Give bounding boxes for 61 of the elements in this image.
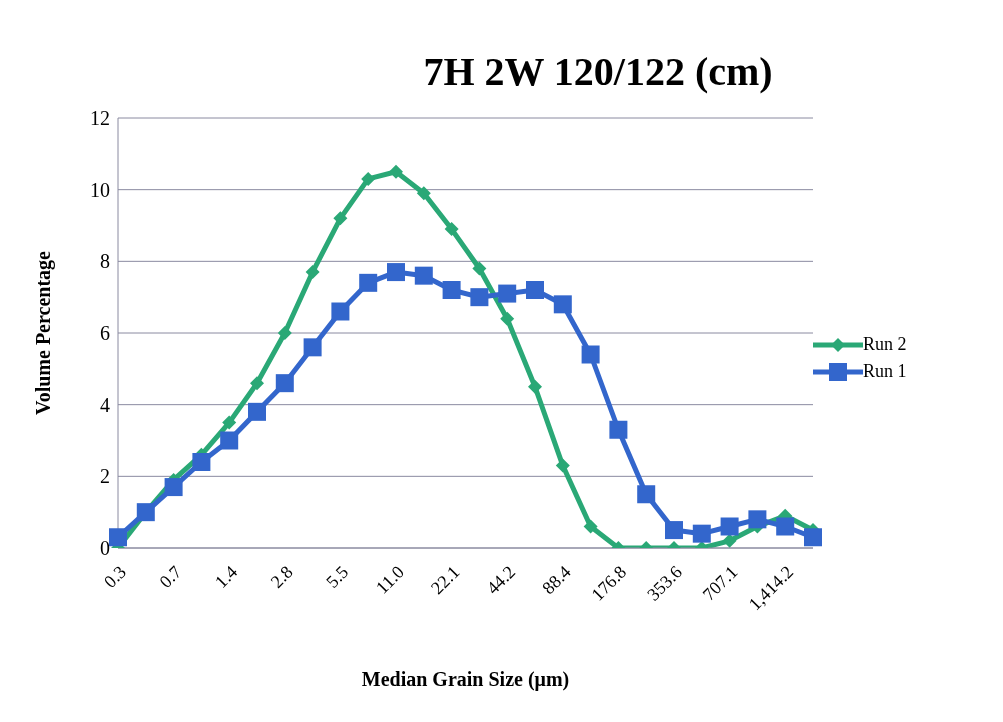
y-tick-label: 8	[100, 250, 110, 273]
point	[220, 431, 239, 450]
point	[500, 311, 515, 326]
point	[109, 528, 127, 547]
point	[250, 376, 264, 391]
point	[665, 521, 683, 540]
y-axis-title: Volume Percentage	[32, 250, 56, 415]
chart-title: 7H 2W 120/122 (cm)	[422, 48, 774, 95]
y-tick-label: 12	[90, 107, 110, 130]
point	[555, 458, 570, 473]
point	[609, 420, 628, 439]
point	[416, 186, 431, 201]
point	[277, 326, 292, 340]
point	[303, 338, 322, 357]
point	[581, 345, 600, 364]
point	[164, 478, 183, 497]
point	[222, 415, 237, 430]
x-tick-label: 44.2	[482, 561, 520, 599]
point	[720, 517, 739, 536]
y-tick-label: 0	[100, 537, 110, 560]
y-tick-label: 6	[100, 322, 110, 345]
point	[528, 379, 542, 394]
point	[583, 519, 598, 534]
point	[444, 222, 459, 237]
point	[248, 402, 266, 421]
point	[442, 281, 461, 299]
point	[192, 453, 211, 471]
point	[526, 281, 544, 299]
point	[470, 288, 489, 307]
point	[637, 485, 656, 504]
x-tick-label: 0.7	[155, 561, 186, 592]
x-tick-label: 11.0	[371, 561, 408, 598]
x-tick-label: 1.4	[211, 561, 242, 592]
point	[333, 211, 348, 226]
y-tick-label: 10	[90, 178, 110, 201]
point	[553, 295, 572, 314]
x-tick-label: 0.3	[99, 561, 130, 592]
legend-label: Run 1	[863, 361, 907, 382]
point	[305, 265, 320, 280]
point	[498, 284, 517, 303]
point	[387, 263, 405, 282]
point	[722, 533, 737, 548]
x-tick-label: 22.1	[427, 561, 464, 599]
point	[275, 374, 294, 393]
point	[748, 510, 767, 529]
x-axis-title: Median Grain Size (μm)	[361, 668, 570, 691]
y-tick-label: 2	[100, 465, 110, 488]
point	[389, 164, 403, 179]
point	[472, 261, 487, 276]
point	[331, 302, 350, 321]
point	[359, 273, 378, 292]
point	[414, 266, 433, 285]
point	[692, 524, 711, 543]
x-tick-label: 5.5	[322, 561, 353, 592]
point	[776, 517, 795, 536]
x-tick-label: 88.4	[538, 561, 575, 599]
x-tick-label: 2.8	[266, 561, 297, 592]
y-tick-label: 4	[100, 393, 110, 416]
point	[361, 171, 376, 186]
legend-label: Run 2	[863, 334, 907, 355]
point	[804, 528, 822, 547]
